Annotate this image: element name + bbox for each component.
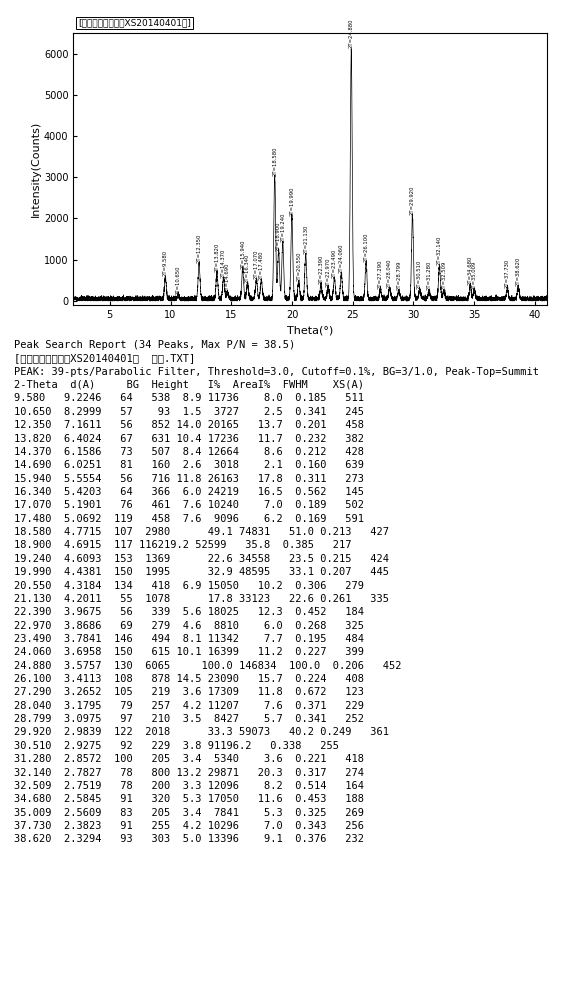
Text: 2T=17.480: 2T=17.480 (259, 250, 264, 280)
Text: 2T=9.580: 2T=9.580 (163, 250, 168, 276)
Text: 2T=20.550: 2T=20.550 (296, 252, 301, 281)
Text: 2T=31.280: 2T=31.280 (426, 261, 431, 290)
Text: 2T=19.240: 2T=19.240 (280, 212, 285, 242)
Text: Peak Search Report (34 Peaks, Max P/N = 38.5)
[菲诺贝酸胆碱盐（XS20140401）  小样.TXT]
PEAK: Peak Search Report (34 Peaks, Max P/N = … (14, 340, 539, 844)
Text: 2T=19.990: 2T=19.990 (289, 187, 294, 216)
Text: 2T=35.009: 2T=35.009 (472, 261, 477, 290)
Text: 2T=18.580: 2T=18.580 (272, 146, 277, 176)
Text: 2T=37.730: 2T=37.730 (505, 259, 510, 288)
Text: 2T=14.690: 2T=14.690 (225, 262, 230, 292)
Y-axis label: Intensity(Counts): Intensity(Counts) (31, 121, 41, 217)
Text: 2T=12.350: 2T=12.350 (196, 234, 201, 263)
Text: 2T=38.620: 2T=38.620 (515, 257, 521, 286)
Text: 2T=21.130: 2T=21.130 (303, 225, 308, 254)
Text: 2T=15.940: 2T=15.940 (240, 239, 245, 269)
Text: 2T=18.900: 2T=18.900 (276, 221, 281, 251)
Text: 2T=27.290: 2T=27.290 (378, 260, 383, 289)
Text: [菲诺贝酸胆碱盐（XS20140401）]: [菲诺贝酸胆碱盐（XS20140401）] (78, 19, 191, 28)
Text: 2T=23.490: 2T=23.490 (332, 249, 337, 278)
Text: 2T=32.509: 2T=32.509 (442, 261, 447, 290)
Text: 2T=28.799: 2T=28.799 (396, 260, 402, 290)
Text: 2T=24.060: 2T=24.060 (339, 244, 344, 273)
Text: 2T=22.970: 2T=22.970 (325, 257, 331, 287)
Text: 2T=29.920: 2T=29.920 (410, 186, 415, 215)
Text: 2T=22.390: 2T=22.390 (319, 255, 324, 284)
Text: 2T=13.820: 2T=13.820 (214, 243, 219, 272)
Text: 2T=32.140: 2T=32.140 (437, 236, 442, 265)
Text: 2T=28.040: 2T=28.040 (387, 258, 392, 288)
Text: 2T=24.880: 2T=24.880 (349, 19, 354, 48)
Text: 2T=17.070: 2T=17.070 (254, 250, 259, 279)
Text: 2T=16.340: 2T=16.340 (245, 254, 250, 283)
Text: 2T=30.510: 2T=30.510 (417, 260, 422, 289)
Text: 2T=10.650: 2T=10.650 (176, 265, 181, 295)
Text: 2T=14.370: 2T=14.370 (221, 248, 226, 278)
Text: 2T=26.100: 2T=26.100 (364, 233, 369, 262)
X-axis label: Theta(°): Theta(°) (287, 325, 333, 335)
Text: 2T=34.680: 2T=34.680 (468, 256, 473, 285)
